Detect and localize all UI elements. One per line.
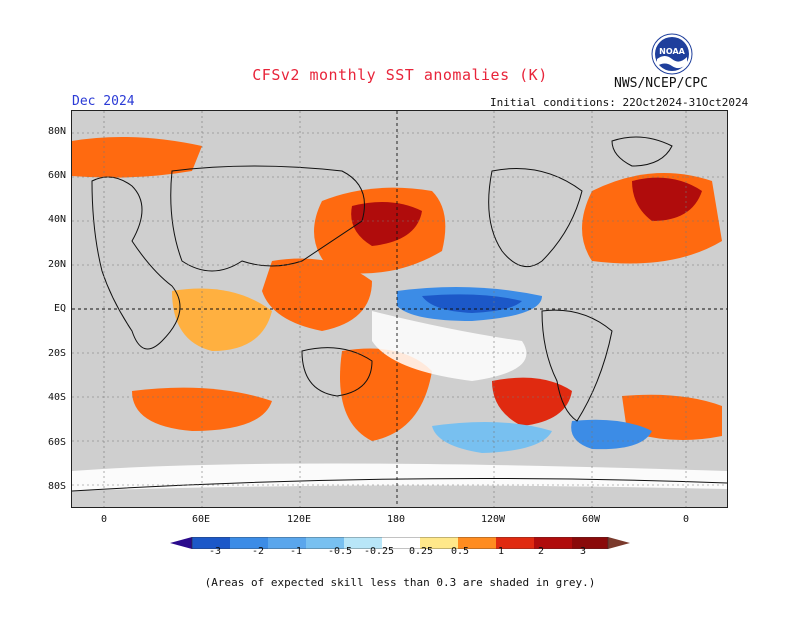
- lat-label-20s: 20S: [47, 348, 66, 359]
- lat-label-20n: 20N: [47, 259, 66, 270]
- colorbar-label: 3: [579, 546, 587, 557]
- sst-anomaly-map: [71, 110, 728, 508]
- colorbar-label: 1: [497, 546, 505, 557]
- lat-label-eq: EQ: [53, 303, 66, 314]
- lon-label-0-east: 0: [682, 514, 690, 525]
- lat-label-60n: 60N: [47, 170, 66, 181]
- colorbar-bin: [344, 537, 382, 549]
- lat-label-40n: 40N: [47, 214, 66, 225]
- colorbar-label: -0.25: [363, 546, 395, 557]
- colorbar-bin: [306, 537, 344, 549]
- agency-label: NWS/NCEP/CPC: [614, 76, 708, 91]
- colorbar-lower-arrow: [170, 537, 192, 549]
- coastlines: [71, 136, 728, 492]
- skill-footnote: (Areas of expected skill less than 0.3 a…: [204, 576, 596, 589]
- anomaly-fields: [72, 137, 727, 491]
- lon-label-0: 0: [100, 514, 108, 525]
- lon-label-180: 180: [386, 514, 406, 525]
- lon-label-120w: 120W: [480, 514, 506, 525]
- colorbar-bin: [420, 537, 458, 549]
- colorbar-bin: [382, 537, 420, 549]
- colorbar-bin: [572, 537, 608, 549]
- lat-label-80n: 80N: [47, 126, 66, 137]
- lon-label-60e: 60E: [191, 514, 211, 525]
- noaa-logo-text: NOAA: [659, 47, 685, 56]
- colorbar-label: -3: [208, 546, 222, 557]
- lat-label-40s: 40S: [47, 392, 66, 403]
- forecast-period: Dec 2024: [72, 94, 135, 109]
- colorbar-label: 0.25: [408, 546, 434, 557]
- colorbar-label: -1: [289, 546, 303, 557]
- colorbar-label: -0.5: [327, 546, 353, 557]
- colorbar: [170, 534, 630, 558]
- colorbar-label: -2: [251, 546, 265, 557]
- colorbar-upper-arrow: [608, 537, 630, 549]
- colorbar-label: 2: [537, 546, 545, 557]
- equator-dateline: [72, 111, 727, 507]
- chart-title: CFSv2 monthly SST anomalies (K): [252, 66, 548, 84]
- colorbar-label: 0.5: [450, 546, 470, 557]
- colorbar-bin: [458, 537, 496, 549]
- colorbar-bin: [230, 537, 268, 549]
- noaa-logo: NOAA: [651, 33, 693, 75]
- colorbar-bin: [192, 537, 230, 549]
- colorbar-bin: [534, 537, 572, 549]
- initial-conditions: Initial conditions: 22Oct2024-31Oct2024: [490, 96, 749, 109]
- colorbar-bin: [496, 537, 534, 549]
- lat-label-80s: 80S: [47, 481, 66, 492]
- lon-label-60w: 60W: [581, 514, 601, 525]
- graticule: [72, 111, 727, 507]
- lat-label-60s: 60S: [47, 437, 66, 448]
- colorbar-bin: [268, 537, 306, 549]
- lon-label-120e: 120E: [286, 514, 312, 525]
